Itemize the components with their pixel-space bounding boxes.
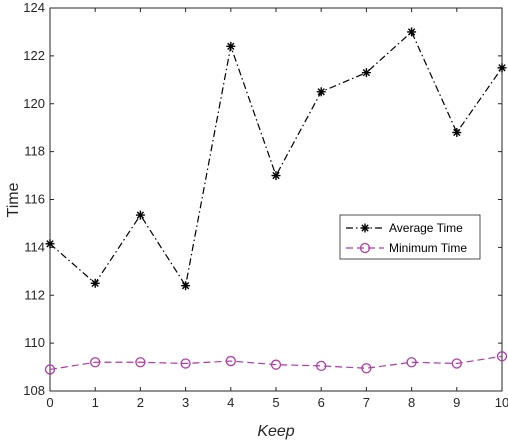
y-tick-label: 120: [23, 96, 45, 111]
data-point: [496, 351, 508, 362]
y-tick-label: 122: [23, 48, 45, 63]
data-point: [452, 127, 462, 137]
data-point: [180, 358, 191, 369]
x-tick-label: 1: [92, 395, 99, 410]
legend: Average Time Minimum Time: [339, 214, 481, 260]
x-tick-label: 0: [46, 395, 53, 410]
y-tick-label: 114: [24, 239, 45, 254]
x-tick-label: 3: [182, 395, 189, 410]
y-tick-label: 108: [23, 383, 45, 398]
data-point: [361, 363, 372, 374]
x-tick-label: 7: [363, 395, 370, 410]
legend-label: Average Time: [389, 221, 463, 235]
data-point: [361, 68, 371, 78]
x-axis-label: Keep: [257, 423, 294, 440]
y-axis-label: Time: [5, 182, 22, 217]
x-tick-label: 9: [453, 395, 460, 410]
y-tick-label: 116: [24, 192, 45, 207]
data-point: [181, 281, 191, 291]
data-point: [316, 360, 327, 372]
legend-label: Minimum Time: [389, 241, 467, 255]
y-tick-label: 124: [23, 0, 45, 15]
legend-marker: [360, 223, 370, 233]
data-point: [226, 41, 236, 51]
data-point: [90, 357, 101, 368]
data-point: [270, 359, 282, 370]
data-point: [44, 364, 56, 375]
data-point: [406, 357, 417, 368]
series-line-minimum-time: [49, 355, 503, 371]
x-tick-label: 10: [495, 395, 508, 410]
data-point: [45, 239, 55, 249]
x-tick-label: 8: [408, 395, 415, 410]
data-point: [135, 210, 145, 220]
x-tick-label: 6: [318, 395, 325, 410]
data-point: [135, 357, 146, 368]
plot-area: [49, 7, 503, 392]
data-point: [316, 87, 326, 97]
data-point: [497, 63, 507, 73]
x-tick-label: 2: [137, 395, 144, 410]
data-point: [271, 171, 281, 181]
data-point: [407, 27, 417, 37]
data-point: [90, 278, 100, 288]
y-tick-label: 110: [24, 335, 45, 350]
y-tick-label: 112: [24, 287, 45, 302]
data-point: [451, 358, 462, 369]
data-point: [225, 355, 236, 367]
x-tick-label: 5: [272, 395, 279, 410]
y-tick-label: 118: [24, 144, 45, 159]
x-tick-label: 4: [227, 395, 234, 410]
legend-marker: [359, 242, 371, 254]
